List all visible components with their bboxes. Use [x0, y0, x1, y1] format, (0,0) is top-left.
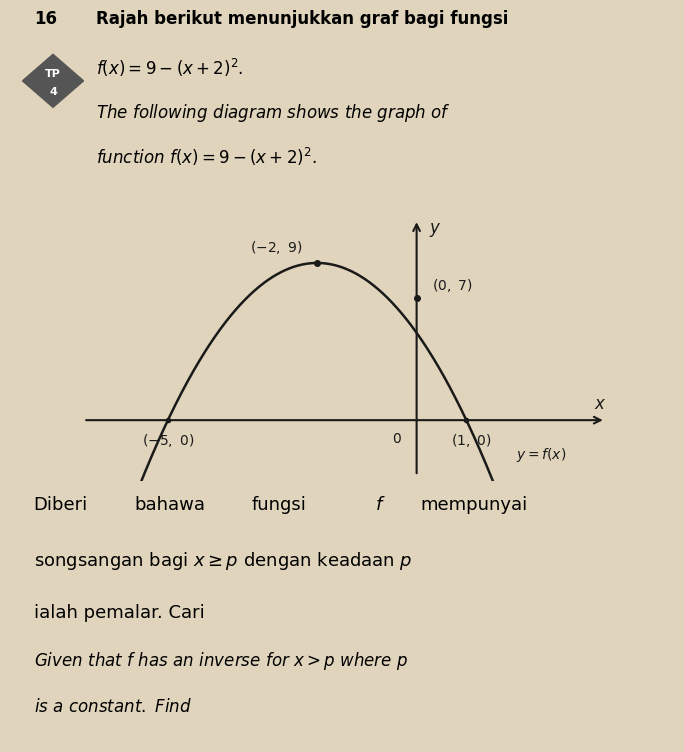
Text: $\mathit{The\ following\ diagram\ shows\ the\ graph\ of}$: $\mathit{The\ following\ diagram\ shows\… [96, 102, 451, 123]
Text: $y = f(x)$: $y = f(x)$ [516, 446, 566, 464]
Text: $x$: $x$ [594, 395, 607, 413]
Text: $0$: $0$ [392, 432, 402, 447]
Text: songsangan bagi $x \geq p$ dengan keadaan $p$: songsangan bagi $x \geq p$ dengan keadaa… [34, 550, 412, 572]
Text: $(-5,\ 0)$: $(-5,\ 0)$ [142, 432, 194, 450]
Text: Rajah berikut menunjukkan graf bagi fungsi: Rajah berikut menunjukkan graf bagi fung… [96, 11, 508, 28]
Text: $\mathit{Given\ that\ f\ has\ an\ inverse\ for}\ x > p\ \mathit{where}\ p$: $\mathit{Given\ that\ f\ has\ an\ invers… [34, 650, 408, 672]
Polygon shape [23, 54, 83, 108]
Text: bahawa: bahawa [134, 496, 205, 514]
Text: $(0,\ 7)$: $(0,\ 7)$ [432, 277, 473, 294]
Text: 16: 16 [34, 11, 57, 28]
Text: ialah pemalar. Cari: ialah pemalar. Cari [34, 604, 205, 622]
Text: $y$: $y$ [429, 221, 441, 239]
Text: $\mathit{is\ a\ constant.\ Find}$: $\mathit{is\ a\ constant.\ Find}$ [34, 699, 192, 717]
Text: $\mathit{function}\ f(x) = 9 - (x + 2)^2.$: $\mathit{function}\ f(x) = 9 - (x + 2)^2… [96, 146, 317, 168]
Text: $(-2,\ 9)$: $(-2,\ 9)$ [250, 239, 302, 256]
Text: TP: TP [45, 69, 61, 79]
Text: fungsi: fungsi [251, 496, 306, 514]
Text: $f$: $f$ [375, 496, 385, 514]
Text: $f(x) = 9 - (x + 2)^2.$: $f(x) = 9 - (x + 2)^2.$ [96, 57, 244, 79]
Text: $(1,\ 0)$: $(1,\ 0)$ [451, 432, 492, 450]
Text: 4: 4 [49, 87, 57, 97]
Text: mempunyai: mempunyai [420, 496, 527, 514]
Text: Diberi: Diberi [34, 496, 88, 514]
